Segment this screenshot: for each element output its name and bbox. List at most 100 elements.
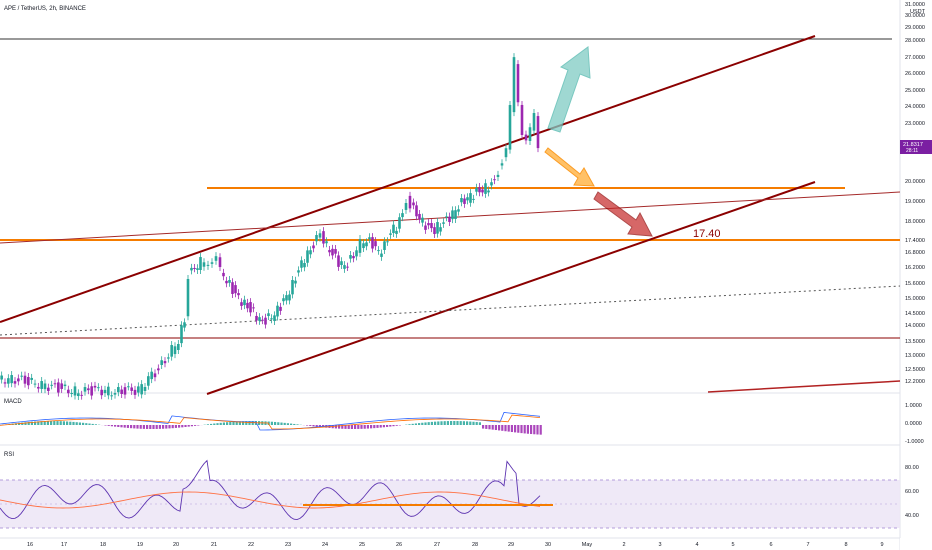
macd-histogram-bar xyxy=(43,421,46,425)
price-tick: 26.0000 xyxy=(905,71,925,77)
macd-histogram-bar xyxy=(434,421,437,425)
macd-histogram-bar xyxy=(482,425,485,429)
candle-body xyxy=(355,250,358,257)
candle-body xyxy=(127,386,130,388)
candle-body xyxy=(264,317,267,325)
macd-histogram-bar xyxy=(210,423,213,425)
candle-body xyxy=(478,187,481,193)
macd-histogram-bar xyxy=(274,421,277,425)
time-tick: 6 xyxy=(769,542,772,548)
macd-histogram-bar xyxy=(78,422,81,425)
macd-histogram-bar xyxy=(277,422,280,425)
macd-histogram-bar xyxy=(446,421,449,425)
macd-histogram-bar xyxy=(117,425,120,427)
macd-histogram-bar xyxy=(450,421,453,425)
time-tick: May xyxy=(582,542,593,548)
time-tick: 24 xyxy=(322,542,328,548)
channel-lower-trendline[interactable] xyxy=(206,181,816,395)
candle-body xyxy=(13,381,17,384)
candle-body xyxy=(33,383,37,385)
candle-body xyxy=(496,174,500,178)
macd-histogram-bar xyxy=(69,421,72,425)
macd-histogram-bar xyxy=(130,425,133,429)
candle-body xyxy=(87,388,90,391)
rsi-label: RSI xyxy=(4,452,14,458)
candle-body xyxy=(80,394,83,396)
macd-histogram-bar xyxy=(392,425,395,427)
price-axis[interactable]: 31.0000 USDT 30.0000 29.0000 28.0000 27.000… xyxy=(905,2,926,385)
macd-histogram-bar xyxy=(306,425,309,426)
candle-body xyxy=(451,210,454,220)
price-tick: 16.8000 xyxy=(905,250,925,256)
macd-histogram-bar xyxy=(120,425,123,428)
current-price-badge xyxy=(900,140,932,154)
macd-histogram-bar xyxy=(395,425,398,426)
candle-body xyxy=(318,233,322,238)
settings-corner[interactable] xyxy=(900,538,932,550)
time-tick: 17 xyxy=(61,542,67,548)
candle-body xyxy=(442,222,445,224)
price-tick: 19.0000 xyxy=(905,199,925,205)
candle-body xyxy=(70,393,73,395)
candle-body xyxy=(193,267,196,269)
channel-upper-trendline[interactable] xyxy=(0,35,816,323)
candle-body xyxy=(196,268,199,270)
candle-body xyxy=(368,237,371,240)
candle-body xyxy=(481,189,484,193)
macd-histogram-bar xyxy=(485,425,488,429)
price-tick: 12.2000 xyxy=(905,379,925,385)
candle-body xyxy=(401,213,404,218)
candle-body xyxy=(297,270,300,273)
time-tick: 2 xyxy=(622,542,625,548)
macd-pane[interactable] xyxy=(0,412,542,435)
macd-histogram-bar xyxy=(354,425,357,429)
time-tick: 5 xyxy=(731,542,734,548)
time-axis[interactable]: 16 17 18 19 20 21 22 23 24 25 26 27 28 29 30 May 2 3 4 5 6 7 8… xyxy=(27,542,884,548)
macd-histogram-bar xyxy=(245,421,248,425)
arrow-down-orange[interactable] xyxy=(544,147,595,187)
candle-body xyxy=(445,216,448,218)
macd-histogram-bar xyxy=(530,425,533,435)
candle-body xyxy=(3,382,7,384)
macd-histogram-bar xyxy=(50,421,53,425)
macd-histogram-bar xyxy=(181,425,184,428)
dotted-trendline[interactable] xyxy=(0,285,901,336)
macd-histogram-bar xyxy=(296,424,299,425)
candle-body xyxy=(472,198,475,200)
price-tick: 15.0000 xyxy=(905,296,925,302)
candle-body xyxy=(47,387,50,391)
price-tick: 12.5000 xyxy=(905,367,925,373)
rsi-tick: 80.00 xyxy=(905,465,919,471)
bottom-trendline[interactable] xyxy=(707,380,901,393)
candle-body xyxy=(186,278,190,317)
rsi-pane[interactable] xyxy=(0,459,541,520)
candle-body xyxy=(412,202,415,206)
macd-histogram-bar xyxy=(178,425,181,428)
candle-body xyxy=(20,375,23,377)
price-tick: 17.4000 xyxy=(905,238,925,244)
candlestick-series[interactable] xyxy=(0,53,540,401)
macd-histogram-bar xyxy=(238,421,241,425)
candle-body xyxy=(67,389,70,394)
macd-histogram-bar xyxy=(165,425,168,429)
macd-histogram-bar xyxy=(437,421,440,425)
main-pane[interactable] xyxy=(0,0,900,392)
candle-body xyxy=(270,318,273,320)
macd-histogram-bar xyxy=(155,425,158,429)
arrow-down-red[interactable] xyxy=(593,191,653,237)
candle-body xyxy=(334,249,337,254)
arrow-up-teal[interactable] xyxy=(547,46,591,133)
candle-body xyxy=(512,57,516,113)
macd-histogram-bar xyxy=(286,423,289,425)
candle-body xyxy=(306,250,309,263)
macd-histogram-bar xyxy=(494,425,497,431)
candle-body xyxy=(218,257,222,268)
time-tick: 20 xyxy=(173,542,179,548)
candle-body xyxy=(133,389,137,395)
candle-body xyxy=(460,198,463,203)
macd-histogram-bar xyxy=(222,422,225,425)
candle-body xyxy=(508,105,512,150)
candle-body xyxy=(157,368,160,371)
macd-histogram-bar xyxy=(72,421,75,425)
